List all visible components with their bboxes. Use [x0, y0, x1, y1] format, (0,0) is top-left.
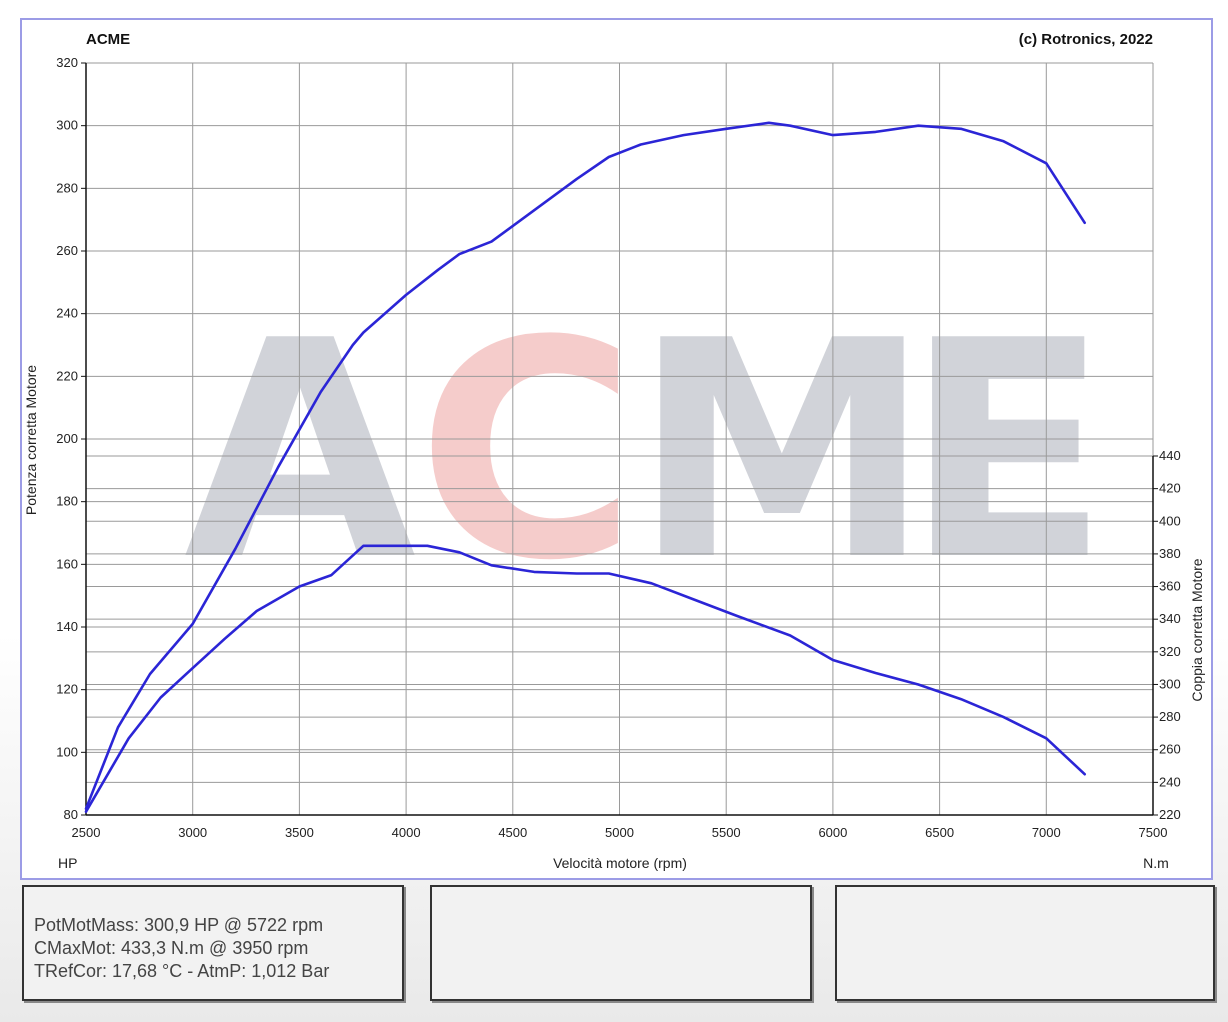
watermark-logo: A CME [184, 277, 1110, 626]
y-tick-label: 240 [56, 306, 78, 321]
x-unit-left: HP [58, 855, 77, 871]
y-tick-label: 160 [56, 556, 78, 571]
x-tick-label: 4000 [392, 825, 421, 840]
copyright-label: (c) Rotronics, 2022 [1019, 31, 1153, 48]
y2-tick-label: 400 [1159, 513, 1181, 528]
y-tick-label: 280 [56, 180, 78, 195]
brand-label: ACME [86, 31, 130, 48]
watermark-letter: E [905, 277, 1110, 626]
power-curve [84, 121, 1086, 811]
x-tick-label: 4500 [498, 825, 527, 840]
dyno-chart: A CME 2500 3000 3500 4000 4500 5000 5500 6000 650… [23, 31, 1205, 871]
y2-tick-label: 260 [1159, 742, 1181, 757]
y-tick-label: 220 [56, 368, 78, 383]
y2-tick-label: 280 [1159, 709, 1181, 724]
x-tick-label: 7500 [1139, 825, 1168, 840]
y-tick-label: 200 [56, 431, 78, 446]
grid-lines [85, 62, 1154, 816]
reference-conditions-line: TRefCor: 17,68 °C - AtmP: 1,012 Bar [34, 961, 330, 981]
y-tick-label: 140 [56, 619, 78, 634]
axes: 2500 3000 3500 4000 4500 5000 5500 6000 6500 7000… [56, 55, 1180, 840]
empty-info-box-3 [835, 885, 1215, 1001]
y-axis-title-right: Coppia corretta Motore [1189, 558, 1205, 701]
empty-info-box-2 [430, 885, 812, 1001]
watermark-letter: C [417, 277, 637, 626]
y2-tick-label: 340 [1159, 611, 1181, 626]
y2-tick-label: 360 [1159, 579, 1181, 594]
watermark-letter: M [633, 277, 932, 626]
y2-tick-label: 220 [1159, 807, 1181, 822]
y-tick-label: 80 [64, 807, 78, 822]
y2-tick-label: 320 [1159, 644, 1181, 659]
x-tick-label: 5500 [712, 825, 741, 840]
y-tick-label: 180 [56, 494, 78, 509]
y-tick-label: 260 [56, 243, 78, 258]
y-tick-label: 320 [56, 55, 78, 70]
y-tick-label: 120 [56, 682, 78, 697]
x-tick-label: 3000 [178, 825, 207, 840]
y2-tick-label: 380 [1159, 546, 1181, 561]
max-torque-line: CMaxMot: 433,3 N.m @ 3950 rpm [34, 938, 309, 958]
torque-curve [84, 544, 1086, 814]
max-power-line: PotMotMass: 300,9 HP @ 5722 rpm [34, 915, 324, 935]
y2-tick-label: 440 [1159, 448, 1181, 463]
x-axis-title: Velocità motore (rpm) [553, 855, 687, 871]
x-tick-label: 6000 [818, 825, 847, 840]
curves [84, 121, 1086, 814]
x-unit-right: N.m [1143, 855, 1169, 871]
watermark-letter: A [184, 277, 418, 626]
x-tick-label: 5000 [605, 825, 634, 840]
info-box: PotMotMass: 300,9 HP @ 5722 rpm CMaxMot:… [22, 885, 404, 1001]
x-tick-label: 2500 [72, 825, 101, 840]
x-tick-label: 7000 [1032, 825, 1061, 840]
y-tick-label: 100 [56, 744, 78, 759]
x-tick-label: 3500 [285, 825, 314, 840]
y2-tick-label: 300 [1159, 676, 1181, 691]
y2-tick-label: 420 [1159, 481, 1181, 496]
x-tick-label: 6500 [925, 825, 954, 840]
y-tick-label: 300 [56, 118, 78, 133]
y2-tick-label: 240 [1159, 774, 1181, 789]
y-axis-title-left: Potenza corretta Motore [23, 365, 39, 515]
labels: ACME (c) Rotronics, 2022 Velocità motore… [23, 31, 1205, 871]
